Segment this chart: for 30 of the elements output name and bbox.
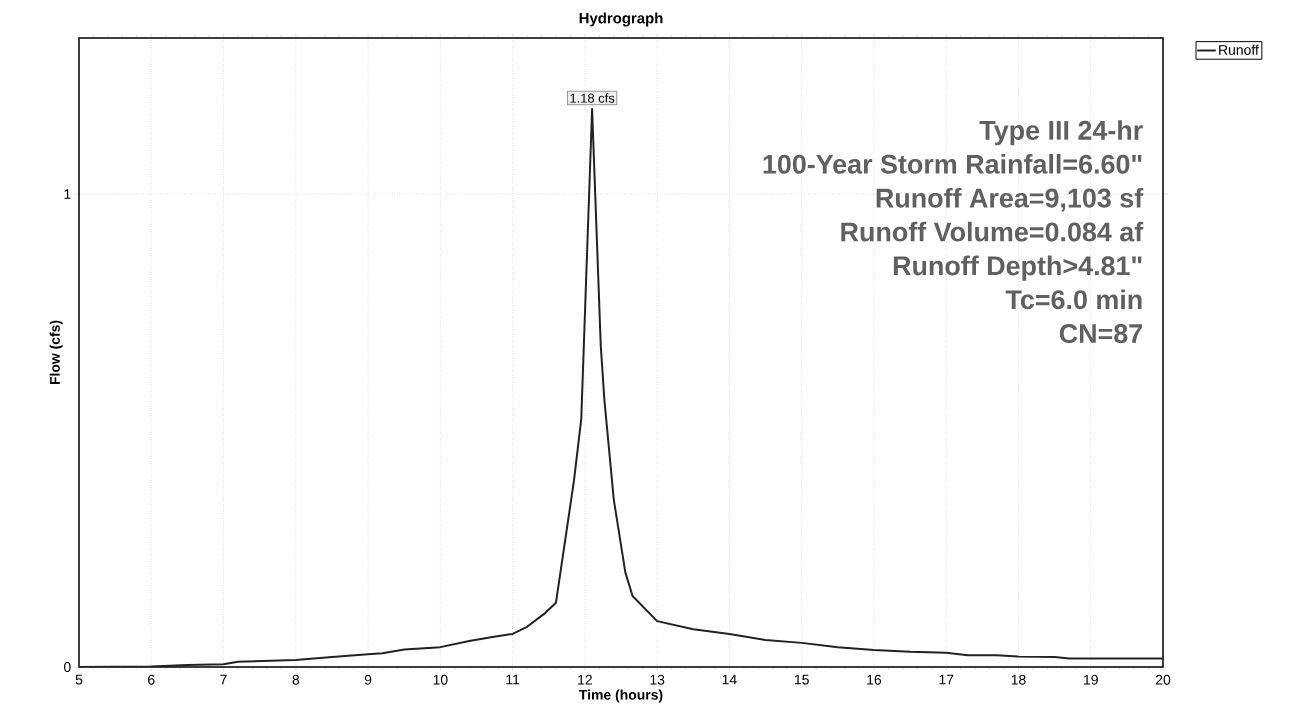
x-tick-label: 16 [867,674,882,685]
x-tick-label: 6 [148,674,155,685]
annotation: CN=87 [1059,324,1143,344]
legend-label: Runoff [1219,44,1259,55]
annotation: Runoff Volume=0.084 af [841,221,1144,242]
annotation: Runoff Depth>4.81" [893,255,1142,281]
annotation: Runoff Area=9,103 sf [876,187,1144,212]
x-tick-label: 9 [364,674,372,685]
y-tick-label: 0 [64,662,71,672]
x-tick-label: 14 [722,674,737,685]
x-tick-label: 20 [1155,674,1171,685]
chart-title: Hydrograph [579,12,663,27]
x-tick-label: 19 [1084,674,1098,685]
x-tick-label: 15 [794,674,809,685]
x-tick-label: 12 [578,674,592,685]
x-tick-label: 5 [75,674,83,685]
x-axis-title: Time (hours) [579,689,663,703]
y-tick-label: 1 [64,189,71,199]
y-axis-title: Flow (cfs) [49,320,63,385]
x-tick-label: 13 [650,674,665,685]
x-tick-label: 17 [939,674,954,685]
x-tick-label: 11 [506,674,520,685]
x-tick-label: 18 [1011,674,1026,685]
annotation: 1.18 cfs [570,93,615,103]
x-tick-label: 7 [220,674,227,685]
annotation: Type III 24-hr [979,120,1143,146]
annotation: 100-Year Storm Rainfall=6.60" [763,154,1142,174]
x-tick-label: 8 [292,674,300,685]
annotation: Tc=6.0 min [1005,289,1142,310]
x-tick-label: 10 [433,674,448,685]
